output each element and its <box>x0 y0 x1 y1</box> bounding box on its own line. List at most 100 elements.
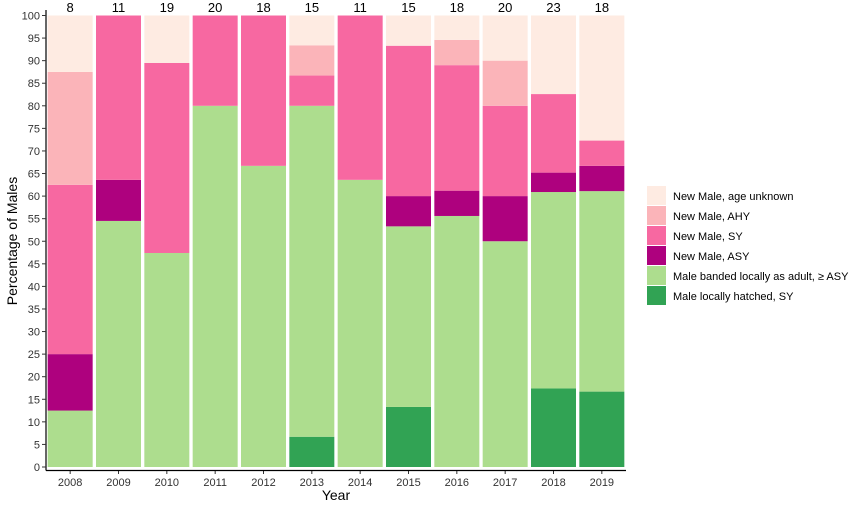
bar-segment-2010-s1 <box>144 252 190 467</box>
y-tick-label-30: 30 <box>28 327 40 339</box>
bar-segment-2017-s1 <box>482 241 528 467</box>
x-tick-label-2016: 2016 <box>445 477 469 489</box>
count-label-2019: 18 <box>595 0 609 15</box>
bar-segment-2012-s1 <box>241 165 286 468</box>
bar-segment-2017-s3 <box>482 105 528 197</box>
y-axis-title: Percentage of Males <box>4 177 20 305</box>
bar-segment-2013-s0 <box>289 436 335 467</box>
bar-segment-2014-s1 <box>337 179 383 467</box>
bar-segment-2016-s1 <box>434 215 480 467</box>
x-tick-label-2019: 2019 <box>590 477 614 489</box>
legend-label-0: Male locally hatched, SY <box>673 291 794 303</box>
bar-segment-2019-s0 <box>579 391 625 467</box>
bar-segment-2018-s2 <box>531 172 576 193</box>
bar-segment-2008-s4 <box>47 71 93 185</box>
legend-key-2 <box>647 246 666 265</box>
count-label-2014: 11 <box>353 0 367 15</box>
bar-segment-2018-s0 <box>531 388 576 467</box>
count-label-2012: 18 <box>256 0 270 15</box>
bar-segment-2011-s3 <box>192 15 238 106</box>
bar-segment-2013-s5 <box>289 15 335 46</box>
x-tick-label-2013: 2013 <box>300 477 324 489</box>
bar-segment-2013-s4 <box>289 45 335 76</box>
bar-segment-2015-s1 <box>386 226 431 407</box>
count-label-2010: 19 <box>160 0 174 15</box>
bar-segment-2012-s3 <box>241 15 286 166</box>
x-tick-label-2015: 2015 <box>396 477 420 489</box>
count-labels: 8 11 19 20 18 15 11 15 18 20 23 18 <box>67 0 610 15</box>
y-tick-label-40: 40 <box>28 281 40 293</box>
bar-segment-2011-s1 <box>192 105 238 468</box>
y-tick-label-85: 85 <box>28 78 40 90</box>
legend-key-0 <box>647 286 666 305</box>
y-tick-label-60: 60 <box>28 191 40 203</box>
x-tick-label-2009: 2009 <box>106 477 130 489</box>
y-tick-label-75: 75 <box>28 123 40 135</box>
y-tick-label-45: 45 <box>28 259 40 271</box>
bar-segment-2015-s2 <box>386 196 431 227</box>
legend-key-3 <box>647 226 666 245</box>
x-tick-label-2017: 2017 <box>493 477 517 489</box>
x-axis: 2008 2009 2010 2011 2012 2013 2014 2015 2016 2017… <box>46 469 626 489</box>
count-label-2013: 15 <box>305 0 319 15</box>
y-tick-label-20: 20 <box>28 372 40 384</box>
bar-segment-2019-s5 <box>579 15 625 141</box>
bar-segment-2017-s2 <box>482 196 528 242</box>
y-tick-label-65: 65 <box>28 169 40 181</box>
bar-segment-2016-s5 <box>434 15 480 40</box>
bar-segment-2018-s5 <box>531 15 576 95</box>
x-tick-label-2011: 2011 <box>203 477 227 489</box>
bar-segment-2017-s4 <box>482 60 528 106</box>
bar-segment-2016-s4 <box>434 39 480 66</box>
y-tick-label-55: 55 <box>28 214 40 226</box>
x-tick-label-2012: 2012 <box>251 477 275 489</box>
bar-segment-2017-s5 <box>482 15 528 61</box>
bar-segment-2010-s3 <box>144 62 190 253</box>
bar-segment-2019-s2 <box>579 165 625 192</box>
bar-segment-2015-s3 <box>386 45 431 197</box>
count-label-2008: 8 <box>67 0 74 15</box>
x-axis-title: Year <box>322 487 351 503</box>
count-label-2018: 23 <box>546 0 560 15</box>
legend-label-5: New Male, age unknown <box>673 191 793 203</box>
x-tick-label-2010: 2010 <box>155 477 179 489</box>
y-tick-label-0: 0 <box>34 462 40 474</box>
bar-segment-2013-s3 <box>289 75 335 106</box>
count-label-2015: 15 <box>401 0 415 15</box>
y-tick-label-50: 50 <box>28 236 40 248</box>
bar-segment-2019-s3 <box>579 140 625 166</box>
y-axis: 0 5 10 15 20 25 30 35 40 45 50 55 60 65 70 75 80 85 90 95 10… <box>22 10 47 474</box>
x-tick-label-2008: 2008 <box>58 477 82 489</box>
y-tick-label-90: 90 <box>28 56 40 68</box>
y-tick-label-35: 35 <box>28 304 40 316</box>
y-tick-label-70: 70 <box>28 146 40 158</box>
bar-segment-2009-s1 <box>96 220 141 467</box>
bar-segment-2015-s5 <box>386 15 431 46</box>
y-tick-label-15: 15 <box>28 394 40 406</box>
bar-segment-2009-s3 <box>96 15 141 180</box>
bar-segment-2019-s1 <box>579 191 625 392</box>
bar-segment-2016-s3 <box>434 65 480 191</box>
bar-segment-2013-s1 <box>289 105 335 437</box>
bar-segment-2015-s0 <box>386 406 431 467</box>
legend-label-3: New Male, SY <box>673 231 743 243</box>
legend-label-4: New Male, AHY <box>673 211 751 223</box>
legend-label-2: New Male, ASY <box>673 251 750 263</box>
bar-segment-2014-s3 <box>337 15 383 180</box>
bar-segment-2008-s2 <box>47 354 93 411</box>
bars-layer <box>47 15 625 468</box>
bar-segment-2018-s1 <box>531 192 576 389</box>
x-tick-label-2014: 2014 <box>348 477 372 489</box>
bar-segment-2010-s5 <box>144 15 190 63</box>
y-tick-label-10: 10 <box>28 417 40 429</box>
legend-label-1: Male banded locally as adult, ≥ ASY <box>673 271 849 283</box>
count-label-2017: 20 <box>498 0 512 15</box>
y-tick-label-100: 100 <box>22 11 40 23</box>
count-label-2009: 11 <box>112 0 126 15</box>
bar-segment-2008-s1 <box>47 410 93 467</box>
bar-segment-2018-s3 <box>531 94 576 173</box>
legend: New Male, age unknown New Male, AHY New Ma… <box>647 186 849 305</box>
y-tick-label-95: 95 <box>28 33 40 45</box>
legend-key-1 <box>647 266 666 285</box>
